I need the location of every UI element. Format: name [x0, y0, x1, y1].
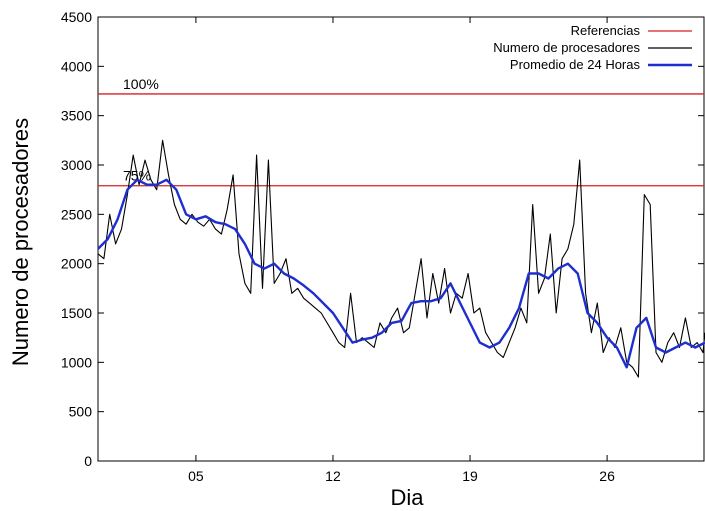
x-tick-label: 26: [599, 468, 615, 484]
y-tick-label: 1000: [61, 354, 92, 370]
x-axis-title: Dia: [390, 485, 424, 510]
y-tick-label: 3500: [61, 108, 92, 124]
y-tick-label: 2000: [61, 256, 92, 272]
y-axis: 0 500 1000 1500 2000 2500 3000 3500 4000 4500: [61, 9, 704, 469]
reference-label: 100%: [123, 76, 159, 92]
y-tick-label: 0: [84, 453, 92, 469]
y-tick-label: 3000: [61, 157, 92, 173]
legend-label: Referencias: [571, 23, 641, 38]
x-axis: 05 12 19 26: [188, 17, 615, 484]
y-tick-label: 500: [69, 404, 93, 420]
series-line-2: [97, 178, 705, 369]
y-tick-label: 4500: [61, 9, 92, 25]
x-tick-label: 12: [325, 468, 341, 484]
y-tick-label: 4000: [61, 58, 92, 74]
plot-frame: [97, 16, 705, 462]
y-tick-label: 2500: [61, 206, 92, 222]
legend-label: Promedio de 24 Horas: [510, 57, 641, 72]
series-line-1: [97, 139, 705, 378]
x-tick-label: 19: [462, 468, 478, 484]
x-tick-label: 05: [188, 468, 204, 484]
plot-area: 100%75%: [97, 16, 705, 462]
legend: Referencias Numero de procesadores Promedi…: [493, 23, 692, 72]
legend-label: Numero de procesadores: [493, 40, 640, 55]
y-axis-title: Numero de procesadores: [8, 118, 33, 366]
y-tick-label: 1500: [61, 305, 92, 321]
